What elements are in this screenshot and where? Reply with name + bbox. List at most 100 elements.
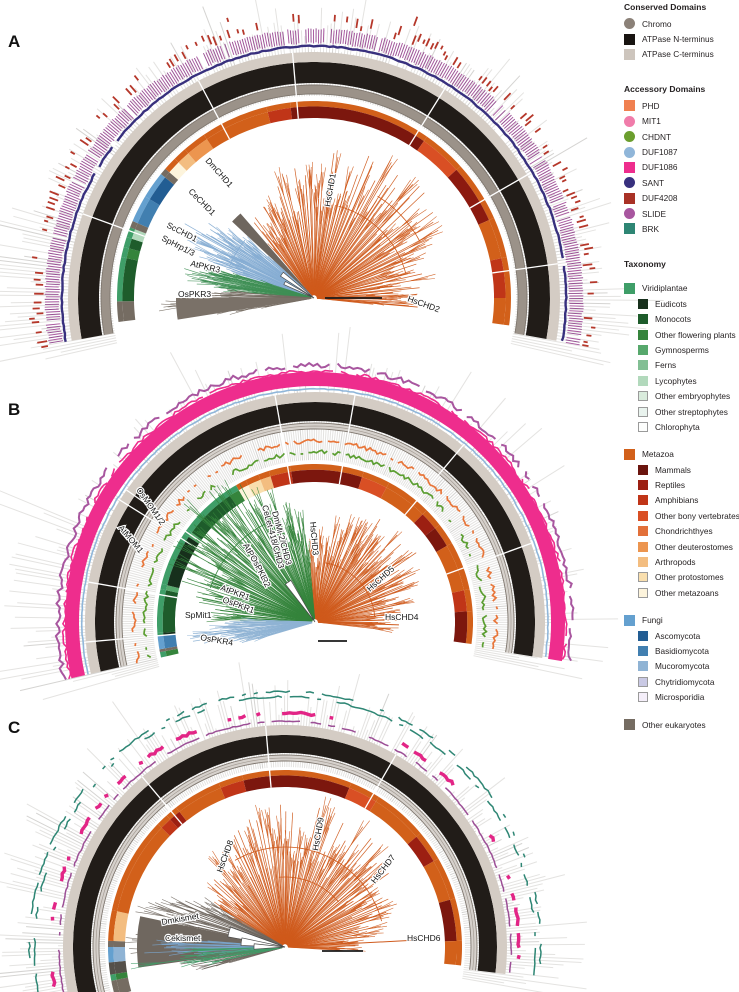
branch — [287, 898, 389, 947]
branch-tip — [259, 619, 274, 622]
branch — [315, 187, 389, 296]
branch — [284, 860, 295, 945]
branch-tip — [173, 545, 200, 558]
brk-ring-arc — [92, 783, 97, 788]
branch-tip — [289, 535, 294, 554]
taxonomy-major-segment — [266, 102, 291, 113]
slide-ring-tick — [569, 307, 584, 310]
duf4208-ring-bar — [579, 215, 584, 219]
collapsed-clade-wedge — [280, 271, 315, 299]
branch-tip — [232, 273, 248, 279]
slide-ring-tick — [50, 247, 64, 252]
stubble — [437, 427, 543, 518]
branch-tip — [193, 900, 214, 913]
legend-label: Fungi — [642, 615, 663, 626]
duf4208-ring-bar — [113, 103, 120, 110]
duf4208-ring-bar — [355, 18, 359, 29]
slide-ring-tick — [46, 311, 61, 313]
branch-tip — [221, 515, 237, 537]
branch-tip — [384, 276, 402, 283]
duf4208-ring-bar — [43, 219, 49, 223]
legend-item: Chromo — [624, 16, 739, 31]
branch-tip — [214, 292, 235, 296]
slide-ring-arc — [113, 793, 119, 801]
branch-tip — [189, 234, 212, 249]
legend-swatch-other-embryophytes — [638, 391, 648, 402]
branch-tip — [410, 278, 435, 282]
taxonomy-sub-segment — [417, 141, 457, 178]
branch-tip — [197, 236, 219, 251]
branch-tip — [271, 205, 279, 224]
branch-tip — [187, 239, 212, 249]
slide-ring-tick — [567, 324, 582, 328]
taxonomy-sub-segment — [260, 476, 275, 492]
duf1086-ring-arc — [103, 793, 109, 799]
slide-ring — [44, 28, 584, 346]
branch-tip — [220, 539, 241, 556]
slide-ring-tick — [234, 40, 240, 55]
branch — [315, 211, 368, 296]
branch-tip — [381, 290, 402, 294]
stubble — [474, 649, 520, 659]
branch-tip — [326, 872, 341, 889]
branch-tip — [282, 222, 290, 240]
taxonomy-sub-segment — [423, 861, 450, 903]
legend-label: Other eukaryotes — [642, 719, 706, 730]
legend-label: Chromo — [642, 18, 672, 29]
branch-tip — [235, 270, 255, 279]
taxonomy-major-segment — [187, 491, 230, 533]
branch — [216, 508, 314, 620]
branch-tip — [312, 189, 315, 209]
branch-tip — [294, 532, 301, 553]
slide-ring-tick — [413, 49, 420, 63]
branch-tip — [229, 309, 248, 315]
duf1086-edge-arc — [561, 643, 568, 660]
taxonomy-major-segment — [290, 464, 364, 478]
branch-tip — [337, 533, 346, 551]
branch-tip — [419, 225, 443, 241]
taxonomy-sub-segment — [115, 972, 128, 980]
metazoa-clade — [308, 514, 420, 633]
branch-tip — [252, 247, 267, 262]
branch-tip — [201, 540, 224, 555]
duf4208-ring — [29, 13, 598, 349]
branch — [202, 599, 313, 622]
legend-item: Gymnosperms — [624, 342, 739, 357]
phd-ring-arc — [284, 441, 289, 446]
slide-ring-arc — [531, 485, 541, 498]
branch-tip — [215, 268, 236, 276]
branch-tip — [170, 896, 193, 909]
phd-ring-arc — [257, 443, 281, 452]
stubble — [107, 613, 154, 616]
legend-label: DUF4208 — [642, 193, 678, 204]
branch-tip — [380, 223, 396, 240]
branch-tip — [226, 615, 245, 619]
taxonomy-sub-segment — [344, 787, 376, 812]
branch-tip — [361, 567, 375, 577]
slide-ring-tick — [492, 105, 504, 116]
branch-tip — [329, 947, 345, 949]
taxonomy-sub-segment — [167, 536, 199, 589]
slide-ring-tick — [565, 256, 580, 260]
brk-ring-arc — [305, 691, 315, 694]
slide-ring-tick — [494, 109, 506, 121]
branch — [285, 861, 319, 945]
branch-tip — [185, 909, 204, 919]
stubble — [148, 521, 177, 539]
slide-ring-arc — [368, 736, 389, 747]
branch — [317, 600, 406, 622]
branch — [285, 807, 320, 945]
group-tick — [265, 725, 272, 788]
stubble — [311, 423, 313, 461]
chromo-ring-edge — [98, 760, 472, 992]
branch-tip — [365, 928, 384, 934]
slide-ring-tick — [569, 310, 584, 312]
duf4208-ring-bar — [561, 178, 567, 183]
branch-tip — [221, 485, 239, 508]
branch-tip — [208, 959, 224, 966]
brk-ring-arc — [161, 726, 166, 730]
branch-tip — [216, 259, 235, 268]
panel-a: DmCHD1CeCHD1ScCHD1SpHrp1/3AtPKR3OsPKR3Hs… — [0, 0, 664, 366]
taxonomy-major-segment — [456, 166, 494, 221]
branch-tip — [261, 809, 269, 838]
